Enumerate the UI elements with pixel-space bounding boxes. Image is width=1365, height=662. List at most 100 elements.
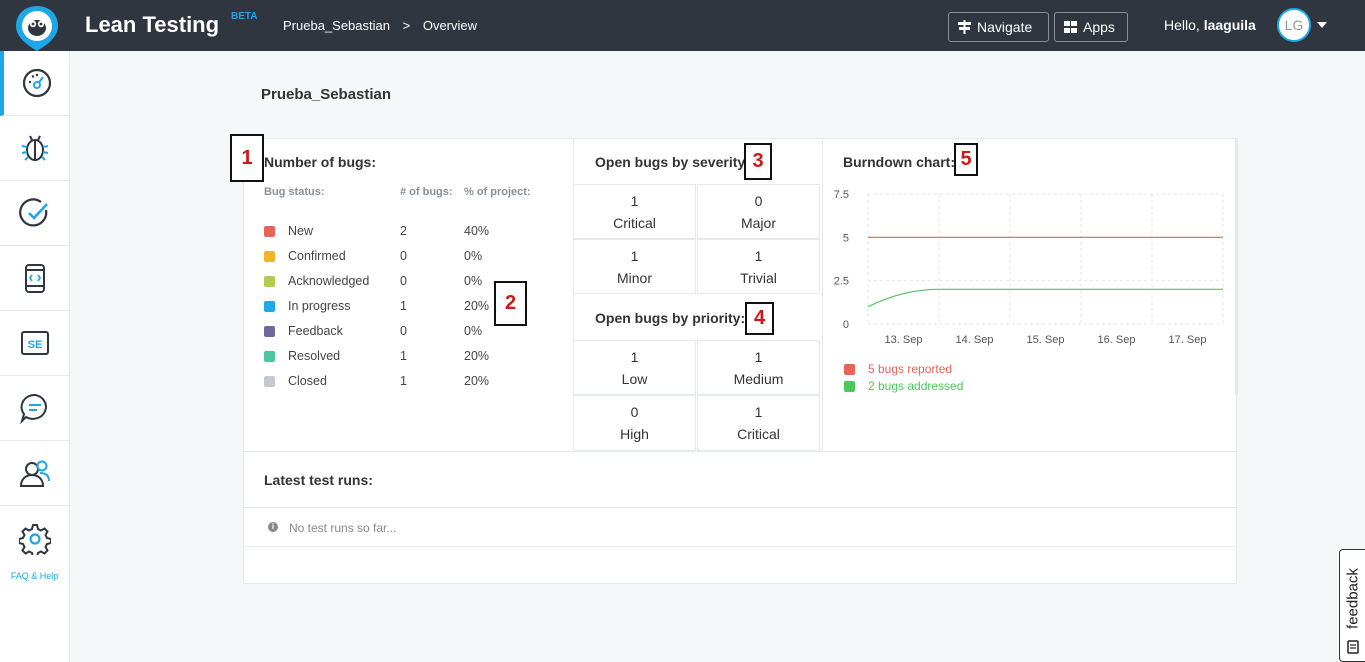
- legend-item[interactable]: 2 bugs addressed: [844, 379, 1044, 395]
- status-color-swatch: [264, 251, 275, 262]
- legend-label: 2 bugs addressed: [868, 379, 964, 393]
- x-tick-label: 17. Sep: [1169, 334, 1207, 346]
- empty-state: i No test runs so far...: [244, 507, 1236, 547]
- mobile-code-icon: [24, 264, 45, 293]
- bug-status-row: Acknowledged 0 0%: [264, 273, 564, 293]
- sidebar-item-settings[interactable]: [0, 506, 69, 571]
- legend-label: 5 bugs reported: [868, 362, 953, 376]
- check-icon: [18, 198, 48, 227]
- col-count-header: # of bugs:: [400, 186, 453, 198]
- x-tick-label: 13. Sep: [885, 334, 923, 346]
- sidebar-item-chat[interactable]: [0, 376, 69, 441]
- se-icon: SE: [20, 331, 49, 355]
- dashboard-icon: [22, 68, 51, 98]
- status-color-swatch: [264, 226, 275, 237]
- chat-icon: [19, 393, 47, 424]
- severity-title: Open bugs by severity: [595, 154, 746, 170]
- sidebar-item-se[interactable]: SE: [0, 311, 69, 376]
- severity-cell: 1 Trivial: [697, 239, 820, 294]
- priority-cell: 1 Critical: [697, 395, 820, 451]
- status-count: 1: [400, 349, 407, 363]
- bee-logo-icon[interactable]: [14, 4, 60, 52]
- svg-text:SE: SE: [27, 339, 42, 351]
- priority-cell: 1 Low: [573, 340, 696, 395]
- status-count: 1: [400, 374, 407, 388]
- status-name: Feedback: [288, 324, 343, 338]
- overview-card: Number of bugs: Bug status: # of bugs: %…: [230, 134, 1238, 584]
- bug-status-row: Confirmed 0 0%: [264, 248, 564, 268]
- status-color-swatch: [264, 326, 275, 337]
- sidebar-item-users[interactable]: [0, 441, 69, 506]
- sidebar-item-bugs[interactable]: [0, 116, 69, 181]
- sidebar-item-dashboard[interactable]: [0, 51, 69, 116]
- beta-badge: BETA: [231, 11, 258, 22]
- legend-item[interactable]: 5 bugs reported: [844, 362, 1044, 378]
- status-name: New: [288, 224, 314, 238]
- feedback-icon: [1347, 640, 1359, 654]
- chevron-down-icon[interactable]: [1317, 22, 1327, 28]
- y-tick-label: 0: [843, 319, 849, 331]
- breadcrumb: Prueba_Sebastian > Overview: [283, 18, 486, 33]
- status-percent: 40%: [464, 224, 490, 238]
- status-count: 1: [400, 299, 407, 313]
- marker-4: 4: [745, 302, 774, 335]
- faq-help-link[interactable]: FAQ & Help: [10, 571, 59, 581]
- status-color-swatch: [264, 276, 275, 287]
- status-color-swatch: [264, 376, 275, 387]
- severity-cell: 1 Minor: [573, 239, 696, 294]
- legend-swatch: [844, 381, 855, 392]
- status-count: 2: [400, 224, 407, 238]
- priority-cell: 0 High: [573, 395, 696, 451]
- status-percent: 20%: [464, 299, 490, 313]
- x-tick-label: 15. Sep: [1027, 334, 1065, 346]
- app-title[interactable]: Lean Testing: [85, 12, 220, 37]
- breadcrumb-overview[interactable]: Overview: [422, 18, 478, 33]
- top-bar: Lean Testing BETA Prueba_Sebastian > Ove…: [0, 0, 1365, 51]
- avatar[interactable]: LG: [1277, 8, 1311, 42]
- sidebar-item-mobile[interactable]: [0, 246, 69, 311]
- status-color-swatch: [264, 351, 275, 362]
- x-tick-label: 16. Sep: [1098, 334, 1136, 346]
- feedback-tab[interactable]: feedback: [1339, 549, 1365, 662]
- status-color-swatch: [264, 301, 275, 312]
- marker-1: 1: [230, 134, 264, 182]
- sidebar: SE FAQ & Help: [0, 51, 70, 662]
- latest-title: Latest test runs:: [264, 472, 373, 488]
- priority-cell: 1 Medium: [697, 340, 820, 395]
- sidebar-item-tests[interactable]: [0, 181, 69, 246]
- bug-icon: [21, 135, 48, 161]
- bug-status-row: New 2 40%: [264, 223, 564, 243]
- navigate-button[interactable]: Navigate: [948, 12, 1049, 42]
- status-percent: 0%: [464, 324, 483, 338]
- users-icon: [19, 460, 50, 487]
- gear-icon: [18, 523, 51, 555]
- greeting: Hello, laaguila: [1164, 17, 1256, 33]
- status-name: Resolved: [288, 349, 341, 363]
- status-percent: 20%: [464, 349, 490, 363]
- navigate-label: Navigate: [977, 19, 1033, 35]
- apps-button[interactable]: Apps: [1054, 12, 1128, 42]
- severity-cell: 1 Critical: [573, 184, 696, 239]
- bug-status-row: Resolved 1 20%: [264, 348, 564, 368]
- breadcrumb-project[interactable]: Prueba_Sebastian: [283, 18, 390, 33]
- legend-swatch: [844, 364, 855, 375]
- divider: [1235, 139, 1238, 395]
- empty-text: No test runs so far...: [289, 521, 397, 535]
- col-pct-header: % of project:: [464, 186, 531, 198]
- bug-status-row: In progress 1 20%: [264, 298, 564, 318]
- col-status-header: Bug status:: [264, 186, 325, 198]
- info-icon: i: [268, 522, 278, 532]
- status-count: 0: [400, 249, 407, 263]
- y-tick-label: 2.5: [834, 276, 849, 288]
- divider: [822, 139, 823, 451]
- y-tick-label: 7.5: [834, 189, 849, 201]
- grid-icon: [1064, 21, 1077, 33]
- signpost-icon: [958, 20, 971, 34]
- marker-2: 2: [494, 281, 527, 326]
- priority-title: Open bugs by priority:: [595, 310, 746, 326]
- status-name: Confirmed: [288, 249, 346, 263]
- marker-3: 3: [744, 143, 772, 180]
- feedback-label: feedback: [1344, 568, 1362, 629]
- burndown-title: Burndown chart:: [843, 154, 955, 170]
- status-name: Acknowledged: [288, 274, 370, 288]
